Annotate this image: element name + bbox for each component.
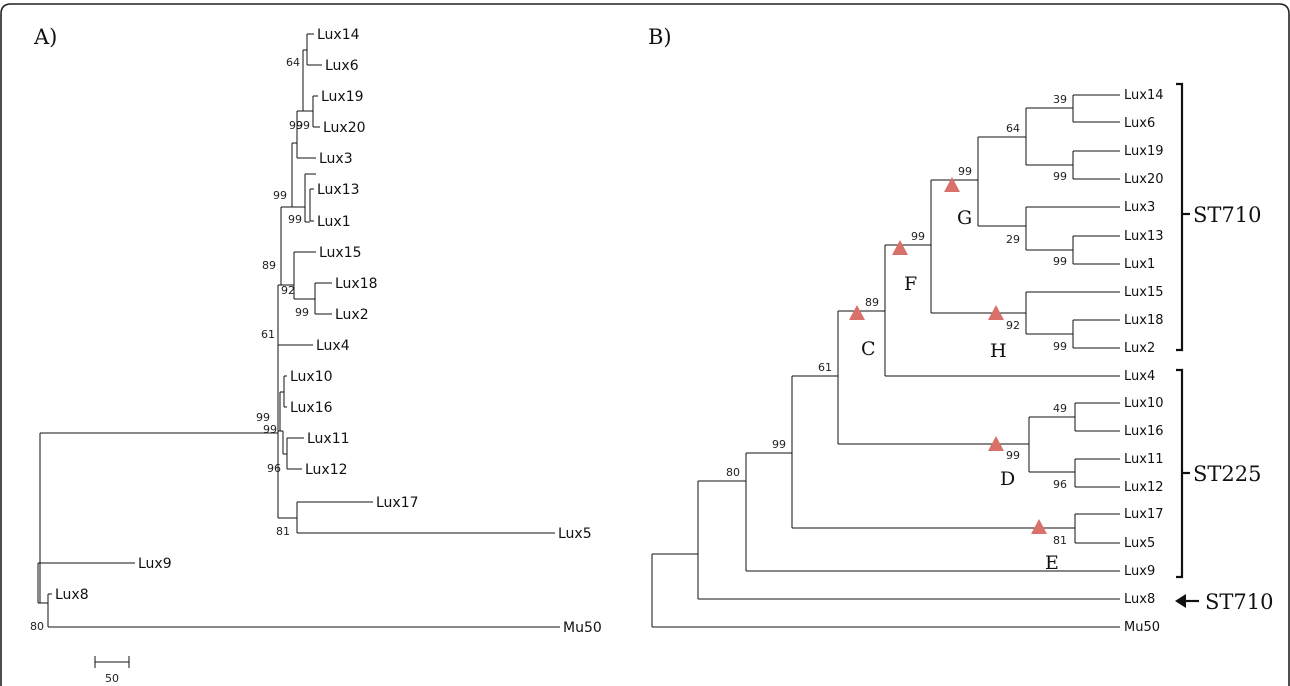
tree-b-bootstrap: 96 bbox=[1053, 478, 1067, 491]
tree-b-leaf-lux3: Lux3 bbox=[1124, 200, 1155, 215]
tree-a-bootstrap: 99 bbox=[296, 119, 310, 132]
tree-a-leaf-lux6: Lux6 bbox=[325, 58, 359, 74]
clade-label-f: F bbox=[904, 273, 917, 295]
tree-b-bootstrap: 61 bbox=[818, 361, 832, 374]
tree-a-leaf-lux8: Lux8 bbox=[55, 587, 89, 603]
tree-a-leaf-lux4: Lux4 bbox=[316, 338, 350, 354]
tree-b-leaf-lux1: Lux1 bbox=[1124, 257, 1155, 272]
tree-b-leaf-mu50: Mu50 bbox=[1124, 620, 1160, 635]
panel-b-label: B) bbox=[648, 25, 672, 49]
tree-b-leaf-lux11: Lux11 bbox=[1124, 452, 1164, 467]
panel-b-leaf-labels: Lux14 Lux6 Lux19 Lux20 Lux3 Lux13 Lux1 L… bbox=[1124, 88, 1164, 635]
tree-b-bootstrap: 99 bbox=[1053, 170, 1067, 183]
node-marker-triangle bbox=[944, 177, 960, 192]
tree-a-bootstrap: 99 bbox=[263, 423, 277, 436]
tree-b-leaf-lux14: Lux14 bbox=[1124, 88, 1164, 103]
tree-b-leaf-lux5: Lux5 bbox=[1124, 536, 1155, 551]
group-label-st710: ST710 bbox=[1193, 203, 1261, 227]
clade-label-h: H bbox=[990, 340, 1007, 362]
tree-b-leaf-lux6: Lux6 bbox=[1124, 116, 1155, 131]
tree-b-bootstrap: 81 bbox=[1053, 534, 1067, 547]
panel-a-leaf-labels: Lux14 Lux6 Lux19 Lux20 Lux3 Lux13 Lux1 L… bbox=[55, 27, 602, 636]
tree-a-leaf-lux1: Lux1 bbox=[317, 214, 351, 230]
tree-b-leaf-lux17: Lux17 bbox=[1124, 507, 1164, 522]
tree-b-bootstrap: 49 bbox=[1053, 402, 1067, 415]
tree-b-leaf-lux10: Lux10 bbox=[1124, 396, 1164, 411]
tree-a-leaf-lux12: Lux12 bbox=[305, 462, 348, 478]
panel-a-bootstrap-values: 64 99 99 99 99 89 92 99 61 99 99 96 81 8… bbox=[30, 56, 310, 633]
tree-b-bootstrap: 99 bbox=[1053, 255, 1067, 268]
tree-b-bootstrap: 99 bbox=[772, 438, 786, 451]
tree-b-bootstrap: 80 bbox=[726, 466, 740, 479]
tree-b-bootstrap: 99 bbox=[1053, 340, 1067, 353]
clade-label-d: D bbox=[1000, 468, 1015, 490]
tree-a-bootstrap: 80 bbox=[30, 620, 44, 633]
tree-b-bootstrap: 92 bbox=[1006, 319, 1020, 332]
panel-b-bootstrap-values: 39 64 99 99 29 99 99 92 99 89 61 49 99 9… bbox=[726, 93, 1067, 547]
tree-b-leaf-lux18: Lux18 bbox=[1124, 313, 1164, 328]
tree-a-bootstrap: 92 bbox=[281, 284, 295, 297]
tree-a-leaf-lux13: Lux13 bbox=[317, 182, 360, 198]
tree-b-leaf-lux9: Lux9 bbox=[1124, 564, 1155, 579]
tree-a-bootstrap: 81 bbox=[276, 525, 290, 538]
node-marker-triangle bbox=[1031, 519, 1047, 534]
tree-a-bootstrap: 99 bbox=[273, 189, 287, 202]
tree-a-leaf-lux14: Lux14 bbox=[317, 27, 360, 43]
group-brackets: ST710 ST225 ST710 bbox=[1175, 84, 1273, 614]
tree-b-bootstrap: 64 bbox=[1006, 122, 1020, 135]
tree-b-bootstrap: 39 bbox=[1053, 93, 1067, 106]
tree-a-bootstrap: 96 bbox=[267, 462, 281, 475]
tree-b-leaf-lux19: Lux19 bbox=[1124, 144, 1164, 159]
tree-a-leaf-lux19: Lux19 bbox=[321, 89, 364, 105]
st710-bracket bbox=[1176, 84, 1182, 350]
tree-b-bootstrap: 89 bbox=[865, 296, 879, 309]
panel-a-label: A) bbox=[33, 25, 57, 49]
scale-bar-label: 50 bbox=[105, 672, 119, 685]
tree-a-bootstrap: 99 bbox=[288, 213, 302, 226]
tree-b-leaf-lux2: Lux2 bbox=[1124, 341, 1155, 356]
tree-a-leaf-lux20: Lux20 bbox=[323, 120, 366, 136]
tree-a-leaf-lux15: Lux15 bbox=[319, 245, 362, 261]
tree-a-leaf-lux16: Lux16 bbox=[290, 400, 333, 416]
tree-a-bootstrap: 99 bbox=[295, 306, 309, 319]
clade-label-g: G bbox=[957, 207, 972, 229]
tree-a-leaf-lux11: Lux11 bbox=[307, 431, 350, 447]
tree-a-leaf-mu50: Mu50 bbox=[563, 620, 602, 636]
tree-b-leaf-lux13: Lux13 bbox=[1124, 229, 1164, 244]
panel-b-tree bbox=[652, 95, 1120, 627]
node-markers bbox=[849, 177, 1047, 534]
tree-b-leaf-lux4: Lux4 bbox=[1124, 369, 1155, 384]
node-marker-triangle bbox=[892, 240, 908, 255]
tree-a-leaf-lux2: Lux2 bbox=[335, 307, 369, 323]
tree-a-leaf-lux18: Lux18 bbox=[335, 276, 378, 292]
tree-a-leaf-lux3: Lux3 bbox=[319, 151, 353, 167]
tree-a-leaf-lux17: Lux17 bbox=[376, 495, 419, 511]
group-label-st710-lux8: ST710 bbox=[1205, 590, 1273, 614]
figure-frame bbox=[1, 4, 1289, 686]
tree-a-leaf-lux10: Lux10 bbox=[290, 369, 333, 385]
tree-b-leaf-lux16: Lux16 bbox=[1124, 424, 1164, 439]
tree-a-leaf-lux9: Lux9 bbox=[138, 556, 172, 572]
tree-b-bootstrap: 29 bbox=[1006, 233, 1020, 246]
tree-a-bootstrap: 64 bbox=[286, 56, 300, 69]
st225-bracket bbox=[1176, 370, 1182, 577]
tree-a-leaf-lux5: Lux5 bbox=[558, 526, 592, 542]
clade-labels: G F C H D E bbox=[861, 207, 1059, 574]
tree-b-leaf-lux20: Lux20 bbox=[1124, 172, 1164, 187]
tree-b-bootstrap: 99 bbox=[911, 230, 925, 243]
tree-b-bootstrap: 99 bbox=[1006, 449, 1020, 462]
scale-bar: 50 bbox=[95, 656, 129, 685]
clade-label-c: C bbox=[861, 338, 876, 360]
tree-a-bootstrap: 89 bbox=[262, 259, 276, 272]
clade-label-e: E bbox=[1045, 552, 1059, 574]
tree-a-bootstrap: 61 bbox=[261, 328, 275, 341]
tree-b-leaf-lux12: Lux12 bbox=[1124, 480, 1164, 495]
tree-b-leaf-lux15: Lux15 bbox=[1124, 285, 1164, 300]
node-marker-triangle bbox=[849, 305, 865, 320]
tree-b-leaf-lux8: Lux8 bbox=[1124, 592, 1155, 607]
group-label-st225: ST225 bbox=[1193, 462, 1261, 486]
tree-b-bootstrap: 99 bbox=[958, 165, 972, 178]
